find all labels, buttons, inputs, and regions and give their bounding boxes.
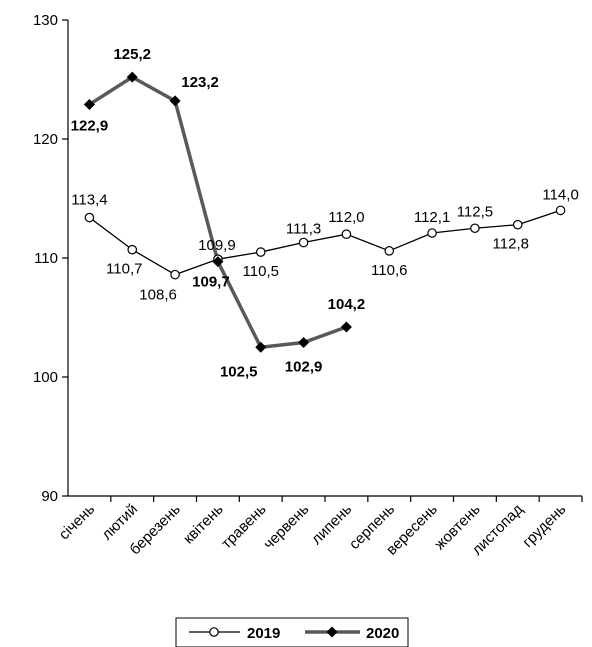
series-2020-data-label: 125,2 — [113, 46, 151, 63]
series-2020-point — [255, 341, 267, 353]
x-tick-label: червень — [260, 501, 312, 553]
series-2020-point — [126, 71, 138, 83]
series-2019-data-label: 112,5 — [457, 203, 493, 220]
y-tick-label: 130 — [33, 12, 58, 29]
series-2020-point — [340, 321, 352, 333]
series-2020-point — [212, 256, 224, 268]
series-2020-data-label: 104,2 — [328, 296, 366, 313]
series-2019-data-label: 109,9 — [198, 237, 236, 254]
series-2019-point — [341, 229, 352, 239]
series-2019-data-label: 112,1 — [414, 209, 450, 226]
series-2019-point — [470, 223, 480, 234]
series-2019-point — [127, 244, 138, 255]
x-tick-label: грудень — [519, 501, 569, 551]
series-2019-data-label: 114,0 — [542, 186, 578, 203]
series-2019-data-label: 110,7 — [106, 261, 142, 278]
legend-2020-label: 2020 — [366, 625, 399, 642]
legend-2019-label: 2019 — [247, 625, 280, 642]
series-2019-data-label: 110,5 — [243, 263, 279, 280]
series-2019-data-label: 112,8 — [493, 236, 529, 253]
y-tick-label: 90 — [41, 488, 58, 505]
x-tick-label: січень — [56, 501, 99, 544]
series-2019-data-label: 112,0 — [328, 209, 364, 226]
series-2019-point — [555, 205, 566, 216]
series-2019-point — [255, 247, 266, 257]
series-2019-point — [170, 269, 180, 280]
series-2019-point — [84, 212, 95, 223]
series-2019-point — [298, 237, 309, 248]
y-tick-label: 120 — [33, 131, 58, 148]
legend-2020-marker — [326, 626, 338, 638]
y-tick-label: 100 — [33, 369, 58, 386]
series-2020-point — [298, 336, 310, 348]
series-2019-point — [512, 219, 523, 230]
series-2020-data-label: 122,9 — [71, 117, 109, 134]
series-2019-data-label: 110,6 — [371, 262, 407, 279]
series-2019-point — [384, 246, 395, 256]
series-2020-point — [169, 95, 181, 107]
x-tick-label: травень — [218, 501, 270, 553]
series-2020-point — [83, 98, 95, 110]
series-2020-line — [88, 75, 348, 350]
series-2019-line — [89, 209, 561, 276]
series-2019-data-label: 111,3 — [286, 221, 321, 238]
series-2019-point — [427, 228, 437, 238]
legend-2019-marker — [209, 627, 219, 637]
series-2020-data-label: 123,2 — [181, 74, 219, 91]
series-2019-data-label: 113,4 — [71, 192, 107, 209]
y-tick-label: 110 — [34, 250, 58, 267]
series-2020-data-label: 102,5 — [220, 363, 258, 380]
series-2020-data-label: 109,7 — [192, 274, 230, 291]
series-2020-data-label: 102,9 — [285, 358, 323, 375]
series-2019-data-label: 108,6 — [139, 287, 177, 304]
